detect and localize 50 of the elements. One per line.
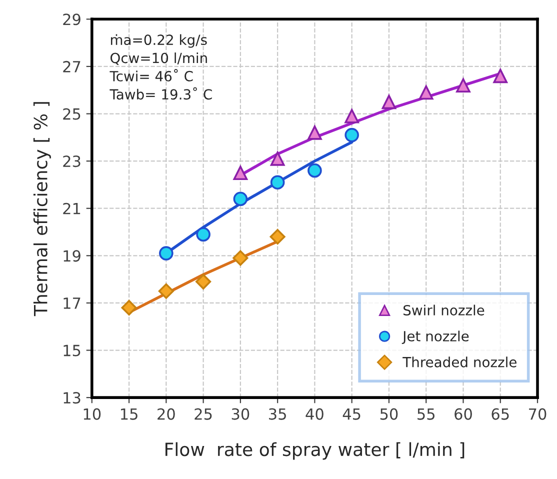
point: [270, 228, 286, 245]
y-axis-title: Thermal efficiency [ % ]: [33, 102, 51, 316]
legend-label: Threaded nozzle: [402, 356, 516, 368]
y-tick-label: 21: [63, 202, 80, 214]
annotation: Qcw=10 l/min: [110, 52, 207, 65]
x-tick-label: 20: [158, 408, 175, 420]
y-tick-label: 27: [63, 60, 80, 72]
y-tick-label: 23: [63, 156, 80, 168]
point: [159, 246, 174, 260]
y-tick-label: 29: [63, 14, 80, 26]
point: [418, 85, 434, 100]
x-tick-label: 60: [454, 408, 472, 420]
point: [196, 227, 210, 242]
x-tick-label: 10: [84, 408, 101, 420]
x-tick-label: 40: [306, 408, 324, 420]
x-tick-label: 15: [120, 408, 138, 420]
point: [456, 78, 470, 93]
x-axis-title: Flow rate of spray water [ l/min ]: [166, 442, 464, 460]
point: [344, 108, 359, 124]
point: [308, 163, 322, 178]
point: [232, 250, 248, 266]
point: [121, 300, 137, 316]
y-tick-label: 25: [63, 108, 80, 120]
x-tick-label: 25: [194, 408, 212, 420]
point: [493, 68, 508, 84]
legend-label: Swirl nozzle: [404, 304, 484, 316]
legend-label: Jet nozzle: [402, 330, 469, 344]
y-tick-label: 13: [64, 392, 80, 404]
point: [308, 126, 322, 140]
point: [233, 166, 248, 180]
point: [158, 283, 174, 299]
y-tick-label: 19: [64, 250, 80, 262]
point: [233, 192, 248, 206]
x-tick-label: 70: [529, 408, 546, 420]
x-tick-label: 65: [492, 408, 509, 420]
point: [270, 152, 285, 166]
y-tick-label: 17: [64, 298, 80, 309]
x-tick-label: 50: [380, 408, 398, 420]
annotation: Tcwi= 46˚ C: [110, 69, 193, 82]
x-tick-label: 30: [232, 408, 250, 420]
point: [270, 175, 285, 190]
x-tick-label: 45: [342, 408, 360, 420]
annotation: ṁa=0.22 kg/s: [110, 34, 207, 48]
point: [382, 94, 396, 110]
annotation: Tawb= 19.3˚ C: [110, 87, 212, 100]
point: [344, 128, 359, 142]
point: [196, 274, 212, 290]
y-tick-label: 15: [64, 344, 80, 356]
x-tick-label: 55: [418, 408, 434, 420]
x-tick-label: 35: [269, 408, 286, 420]
